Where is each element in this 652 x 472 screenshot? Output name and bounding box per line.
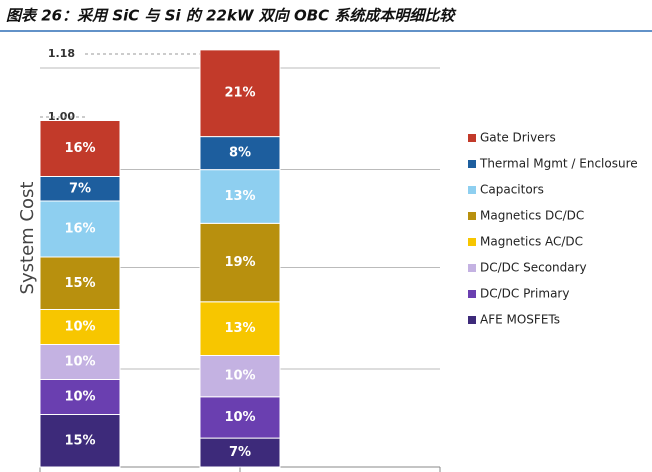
bar-segment	[199, 136, 281, 171]
bar-segment	[199, 437, 281, 468]
segment-label: 7%	[69, 181, 91, 196]
segment-label: 10%	[224, 369, 255, 384]
legend-label: Capacitors	[480, 183, 544, 197]
legend-label: Thermal Mgmt / Enclosure	[479, 157, 638, 171]
bar-segment	[199, 301, 281, 356]
y-axis-title: System Cost	[17, 182, 38, 295]
legend-swatch	[468, 160, 476, 168]
legend-label: Magnetics DC/DC	[480, 209, 584, 223]
bar-segment	[199, 169, 281, 224]
bar-segment	[199, 222, 281, 303]
bar-segment	[39, 379, 121, 415]
segment-label: 7%	[229, 445, 251, 460]
legend-label: Magnetics AC/DC	[480, 235, 583, 249]
legend-swatch	[468, 186, 476, 194]
segment-label: 16%	[64, 141, 95, 156]
segment-label: 13%	[224, 321, 255, 336]
legend-swatch	[468, 212, 476, 220]
legend-swatch	[468, 134, 476, 142]
legend-label: Gate Drivers	[480, 131, 556, 145]
segment-label: 21%	[224, 86, 255, 101]
bar-segment	[199, 354, 281, 398]
legend-swatch	[468, 290, 476, 298]
y-tick-label: 1.00	[48, 110, 75, 123]
segment-label: 15%	[64, 276, 95, 291]
bar-segment	[39, 414, 121, 468]
segment-label: 10%	[64, 355, 95, 370]
bar-segment	[199, 49, 281, 138]
y-tick-label: 1.18	[48, 47, 75, 60]
segment-label: 16%	[64, 222, 95, 237]
segment-label: 10%	[64, 320, 95, 335]
segment-label: 10%	[64, 390, 95, 405]
chart-title: 图表 26：采用 SiC 与 Si 的 22kW 双向 OBC 系统成本明细比较	[6, 7, 457, 25]
legend-label: AFE MOSFETs	[480, 313, 560, 327]
bar-segment	[39, 176, 121, 202]
legend-swatch	[468, 264, 476, 272]
segment-label: 10%	[224, 410, 255, 425]
segment-label: 8%	[229, 146, 251, 161]
bar-segment	[39, 200, 121, 258]
legend-swatch	[468, 316, 476, 324]
bar-segment	[39, 309, 121, 345]
legend-label: DC/DC Secondary	[480, 261, 587, 275]
bar-segment	[199, 396, 281, 439]
bar-segment	[39, 344, 121, 380]
legend-swatch	[468, 238, 476, 246]
segment-label: 19%	[224, 255, 255, 270]
bar-segment	[39, 256, 121, 310]
legend-label: DC/DC Primary	[480, 287, 569, 301]
segment-label: 13%	[224, 189, 255, 204]
bar-segment	[39, 120, 121, 177]
segment-label: 15%	[64, 433, 95, 448]
